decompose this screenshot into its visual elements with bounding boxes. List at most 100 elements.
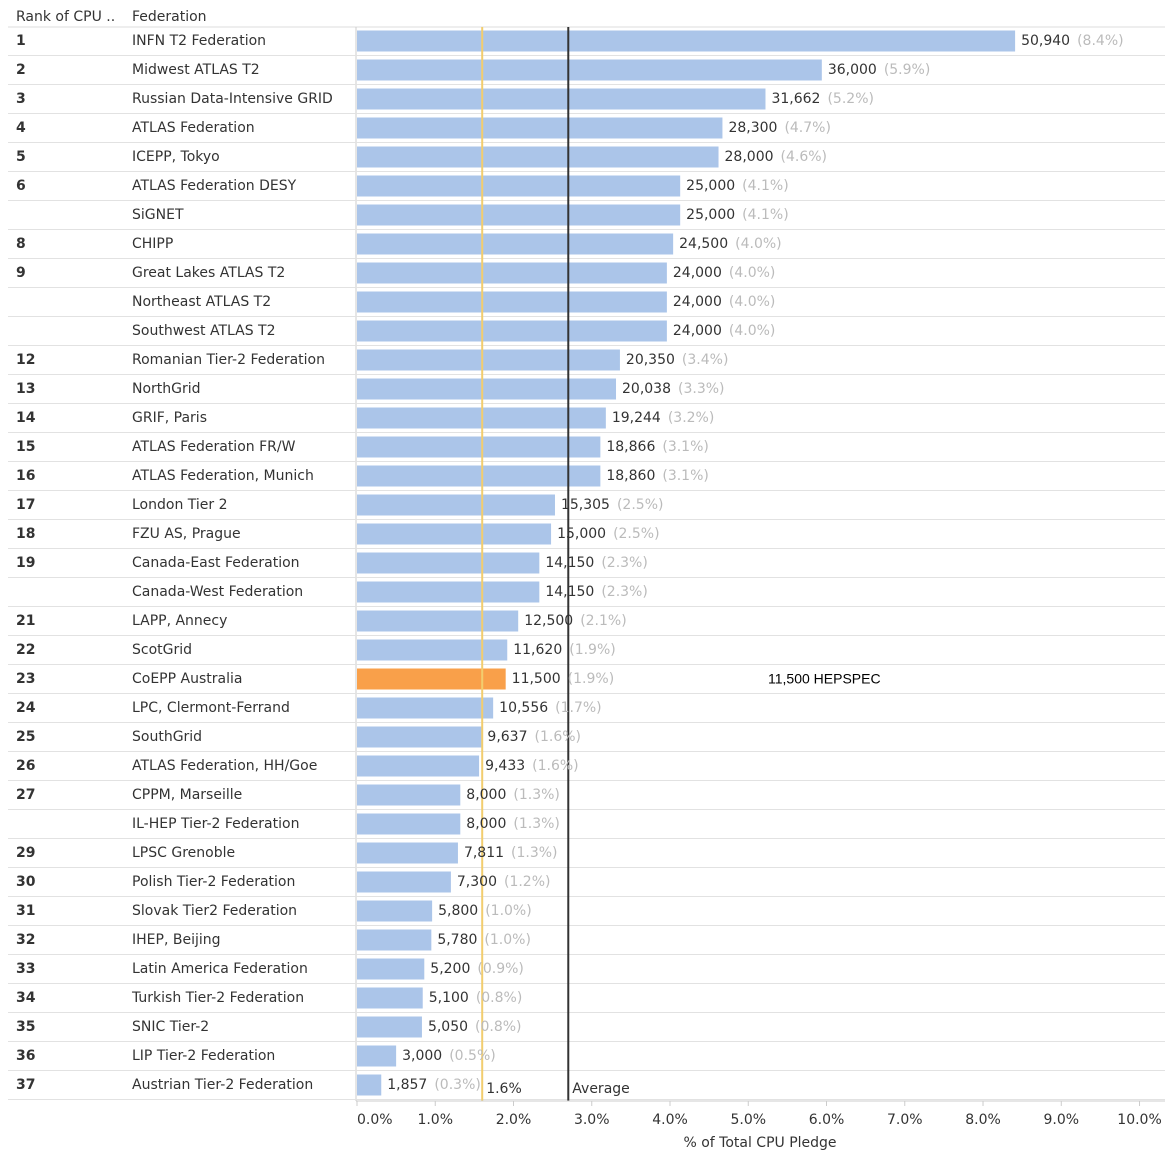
rank-label: 29 — [16, 845, 35, 861]
percent-label: (2.1%) — [580, 613, 627, 629]
x-tick-label: 2.0% — [496, 1112, 532, 1128]
percent-label: (3.1%) — [662, 468, 709, 484]
value-label: 50,940 — [1021, 33, 1070, 49]
bar — [357, 639, 508, 661]
rank-label: 9 — [16, 265, 26, 281]
category-label: LIP Tier-2 Federation — [132, 1048, 275, 1064]
bar — [357, 813, 461, 835]
percent-label: (0.9%) — [477, 961, 524, 977]
percent-label: (4.0%) — [729, 294, 776, 310]
rank-label: 30 — [16, 874, 36, 890]
value-label: 25,000 — [686, 207, 735, 223]
category-label: Latin America Federation — [132, 961, 308, 977]
bar — [357, 59, 822, 81]
value-label: 28,000 — [725, 149, 774, 165]
x-tick-label: 7.0% — [887, 1112, 923, 1128]
rank-label: 15 — [16, 439, 35, 455]
value-label: 20,038 — [622, 381, 671, 397]
bar — [357, 900, 433, 922]
bar — [357, 117, 723, 139]
bar — [357, 726, 482, 748]
percent-label: (3.1%) — [662, 439, 709, 455]
bar — [357, 30, 1016, 52]
value-label: 19,244 — [612, 410, 661, 426]
column-header: Federation — [132, 9, 207, 25]
bar — [357, 987, 423, 1009]
category-label: ATLAS Federation FR/W — [132, 439, 296, 455]
percent-label: (5.2%) — [827, 91, 874, 107]
category-label: FZU AS, Prague — [132, 526, 241, 542]
rank-label: 16 — [16, 468, 35, 484]
rank-label: 1 — [16, 33, 26, 49]
value-label: 11,500 — [512, 671, 561, 687]
percent-label: (5.9%) — [884, 62, 931, 78]
category-label: Turkish Tier-2 Federation — [131, 990, 304, 1006]
value-label: 18,866 — [606, 439, 655, 455]
bar — [357, 233, 674, 255]
category-label: ScotGrid — [132, 642, 192, 658]
bar — [357, 581, 540, 603]
x-tick-label: 0.0% — [357, 1112, 393, 1128]
x-tick-label: 10.0% — [1117, 1112, 1161, 1128]
x-axis-title: % of Total CPU Pledge — [683, 1135, 836, 1151]
rank-label: 5 — [16, 149, 26, 165]
bar — [357, 958, 425, 980]
reference-label: 1.6% — [486, 1081, 522, 1097]
category-label: ATLAS Federation, Munich — [132, 468, 314, 484]
percent-label: (0.5%) — [449, 1048, 496, 1064]
category-label: Southwest ATLAS T2 — [132, 323, 276, 339]
category-label: Northeast ATLAS T2 — [132, 294, 271, 310]
bar — [357, 842, 458, 864]
category-label: Midwest ATLAS T2 — [132, 62, 260, 78]
value-label: 18,860 — [606, 468, 655, 484]
value-label: 14,150 — [545, 555, 594, 571]
rank-label: 26 — [16, 758, 35, 774]
bar — [357, 784, 461, 806]
rank-label: 32 — [16, 932, 35, 948]
percent-label: (4.0%) — [729, 323, 776, 339]
category-label: Polish Tier-2 Federation — [132, 874, 295, 890]
value-label: 5,050 — [428, 1019, 468, 1035]
percent-label: (1.2%) — [504, 874, 551, 890]
percent-label: (1.0%) — [485, 903, 531, 919]
x-tick-label: 9.0% — [1043, 1112, 1079, 1128]
category-label: ATLAS Federation, HH/Goe — [132, 758, 317, 774]
value-label: 12,500 — [524, 613, 573, 629]
rank-label: 2 — [16, 62, 26, 78]
value-label: 31,662 — [771, 91, 820, 107]
rank-label: 4 — [16, 120, 26, 136]
percent-label: (4.7%) — [784, 120, 831, 136]
value-label: 3,000 — [402, 1048, 442, 1064]
bar — [357, 378, 617, 400]
percent-label: (2.3%) — [601, 555, 648, 571]
bar — [357, 88, 766, 110]
percent-label: (4.6%) — [781, 149, 828, 165]
rank-label: 13 — [16, 381, 35, 397]
percent-label: (4.0%) — [735, 236, 782, 252]
bar — [357, 668, 506, 690]
annotation: 11,500 HEPSPEC — [768, 671, 881, 687]
percent-label: (1.0%) — [484, 932, 531, 948]
rank-label: 14 — [16, 410, 36, 426]
percent-label: (0.8%) — [476, 990, 523, 1006]
rank-label: 35 — [16, 1019, 35, 1035]
x-tick-label: 1.0% — [417, 1112, 453, 1128]
percent-label: (1.6%) — [532, 758, 579, 774]
category-label: Austrian Tier-2 Federation — [132, 1077, 313, 1093]
category-label: CPPM, Marseille — [132, 787, 242, 803]
category-label: CHIPP — [132, 236, 173, 252]
category-label: SiGNET — [132, 207, 184, 223]
category-label: ATLAS Federation DESY — [132, 178, 297, 194]
value-label: 15,000 — [557, 526, 606, 542]
category-label: ATLAS Federation — [132, 120, 255, 136]
value-label: 5,780 — [437, 932, 477, 948]
bar — [357, 1074, 382, 1096]
rank-label: 19 — [16, 555, 35, 571]
rank-label: 18 — [16, 526, 35, 542]
bar — [357, 523, 552, 545]
category-label: IHEP, Beijing — [132, 932, 221, 948]
category-label: Russian Data-Intensive GRID — [132, 91, 333, 107]
rank-label: 25 — [16, 729, 35, 745]
percent-label: (2.3%) — [601, 584, 648, 600]
category-label: Canada-East Federation — [132, 555, 300, 571]
